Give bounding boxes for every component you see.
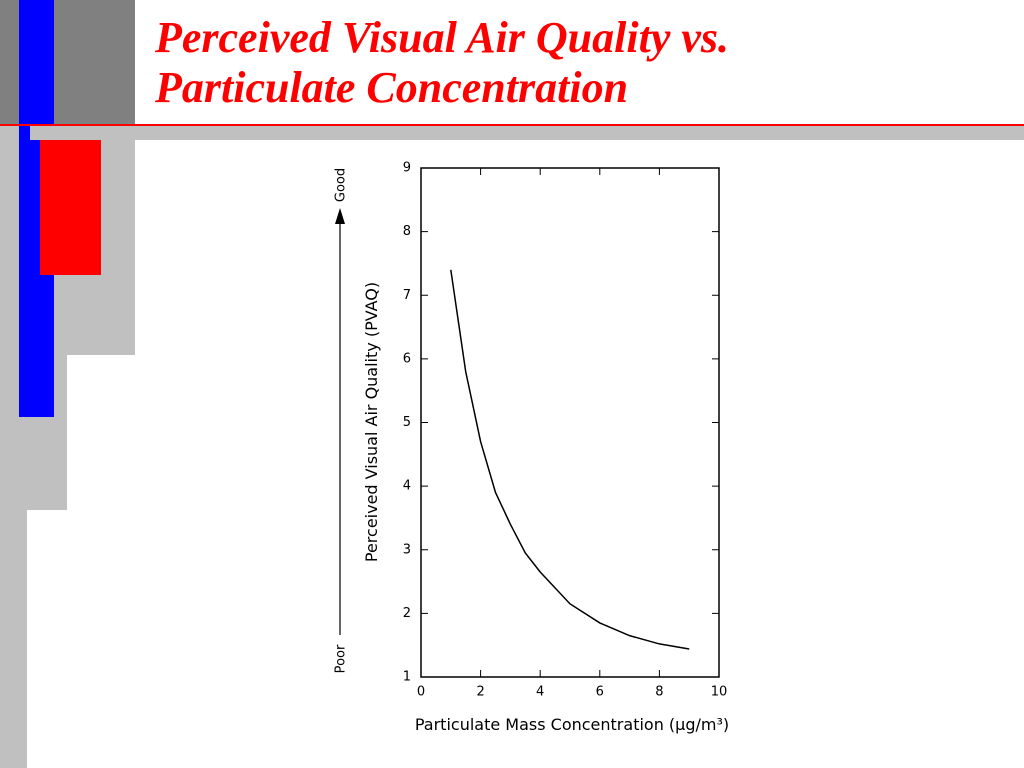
arrow-head bbox=[335, 208, 345, 224]
x-tick-label: 0 bbox=[417, 685, 425, 700]
y-tick-label: 7 bbox=[403, 288, 411, 303]
y-tick-label: 6 bbox=[403, 351, 411, 366]
slide-title: Particulate Concentration bbox=[154, 63, 628, 112]
y-tick-label: 4 bbox=[403, 479, 411, 494]
slide-title: Perceived Visual Air Quality vs. bbox=[154, 13, 729, 62]
x-axis-label: Particulate Mass Concentration (μg/m³) bbox=[415, 715, 729, 734]
annotation-good: Good bbox=[334, 168, 349, 202]
x-tick-label: 4 bbox=[536, 685, 544, 700]
y-tick-label: 9 bbox=[403, 161, 411, 176]
y-tick-label: 5 bbox=[403, 415, 411, 430]
y-axis-label: Perceived Visual Air Quality (PVAQ) bbox=[362, 282, 381, 562]
deco-bar bbox=[30, 126, 1024, 140]
x-tick-label: 2 bbox=[476, 685, 484, 700]
x-tick-label: 10 bbox=[711, 685, 728, 700]
annotation-poor: Poor bbox=[334, 644, 349, 673]
y-tick-label: 8 bbox=[403, 224, 411, 239]
deco-red bbox=[40, 140, 101, 275]
y-tick-label: 2 bbox=[403, 606, 411, 621]
x-tick-label: 6 bbox=[596, 685, 604, 700]
data-line bbox=[450, 269, 690, 650]
y-tick-label: 1 bbox=[403, 670, 411, 685]
x-tick-label: 8 bbox=[655, 685, 663, 700]
plot-frame bbox=[420, 167, 720, 678]
y-tick-label: 3 bbox=[403, 542, 411, 557]
